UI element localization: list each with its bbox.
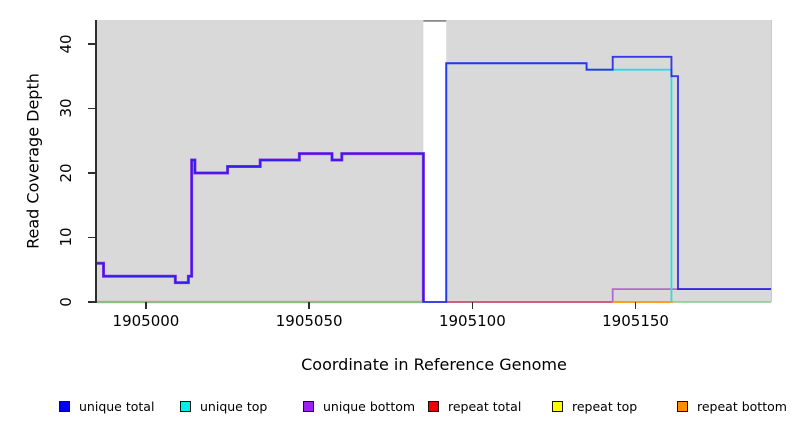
y-axis-line — [95, 20, 97, 303]
legend-label: repeat bottom — [697, 399, 787, 414]
legend-item-unique-bottom: unique bottom — [303, 398, 415, 415]
y-tick-mark — [88, 43, 95, 45]
y-axis-title: Read Coverage Depth — [23, 73, 43, 249]
x-tick-label: 1905050 — [275, 312, 343, 330]
repeat-bottom-swatch-icon — [677, 401, 688, 412]
unique-bottom-left-underlay — [97, 152, 425, 302]
y-tick-label: 30 — [57, 98, 75, 118]
unique-top-swatch-icon — [180, 401, 191, 412]
gap-region — [423, 19, 447, 304]
legend-label: unique total — [79, 399, 155, 414]
legend-label: repeat total — [448, 399, 522, 414]
x-tick-label: 1905000 — [112, 312, 180, 330]
legend-label: unique bottom — [323, 399, 416, 414]
x-axis-title: Coordinate in Reference Genome — [301, 355, 567, 374]
repeat-total-swatch-icon — [428, 401, 439, 412]
y-tick-mark — [88, 172, 95, 174]
y-tick-label: 10 — [57, 227, 75, 248]
unique-total-line — [97, 55, 771, 303]
y-tick-label: 0 — [57, 297, 75, 307]
unique-top-line — [445, 62, 673, 302]
coverage-chart — [97, 19, 771, 304]
unique-bottom-right — [611, 288, 771, 302]
x-tick-mark — [308, 302, 310, 309]
x-tick-label: 1905100 — [438, 312, 506, 330]
x-tick-mark — [634, 302, 637, 309]
y-tick-label: 40 — [57, 34, 75, 54]
x-tick-label: 1905150 — [602, 312, 669, 330]
unique-total-swatch-icon — [59, 401, 70, 412]
unique-bottom-swatch-icon — [303, 401, 314, 412]
repeat-top-swatch-icon — [552, 401, 563, 412]
y-tick-label: 20 — [57, 163, 75, 183]
legend-item-repeat-total: repeat total — [428, 398, 521, 415]
legend-item-unique-top: unique top — [180, 398, 267, 415]
legend-label: unique top — [200, 399, 268, 414]
x-tick-mark — [471, 302, 474, 309]
y-tick-mark — [88, 107, 95, 110]
y-tick-mark — [88, 301, 95, 303]
plot-area — [97, 19, 772, 304]
legend-item-repeat-top: repeat top — [552, 398, 637, 415]
legend-item-repeat-bottom: repeat bottom — [677, 398, 787, 415]
x-tick-mark — [145, 302, 147, 309]
y-tick-mark — [88, 236, 95, 239]
legend-item-unique-total: unique total — [59, 398, 154, 415]
legend-label: repeat top — [572, 399, 638, 414]
gap-region-cap — [423, 20, 447, 22]
